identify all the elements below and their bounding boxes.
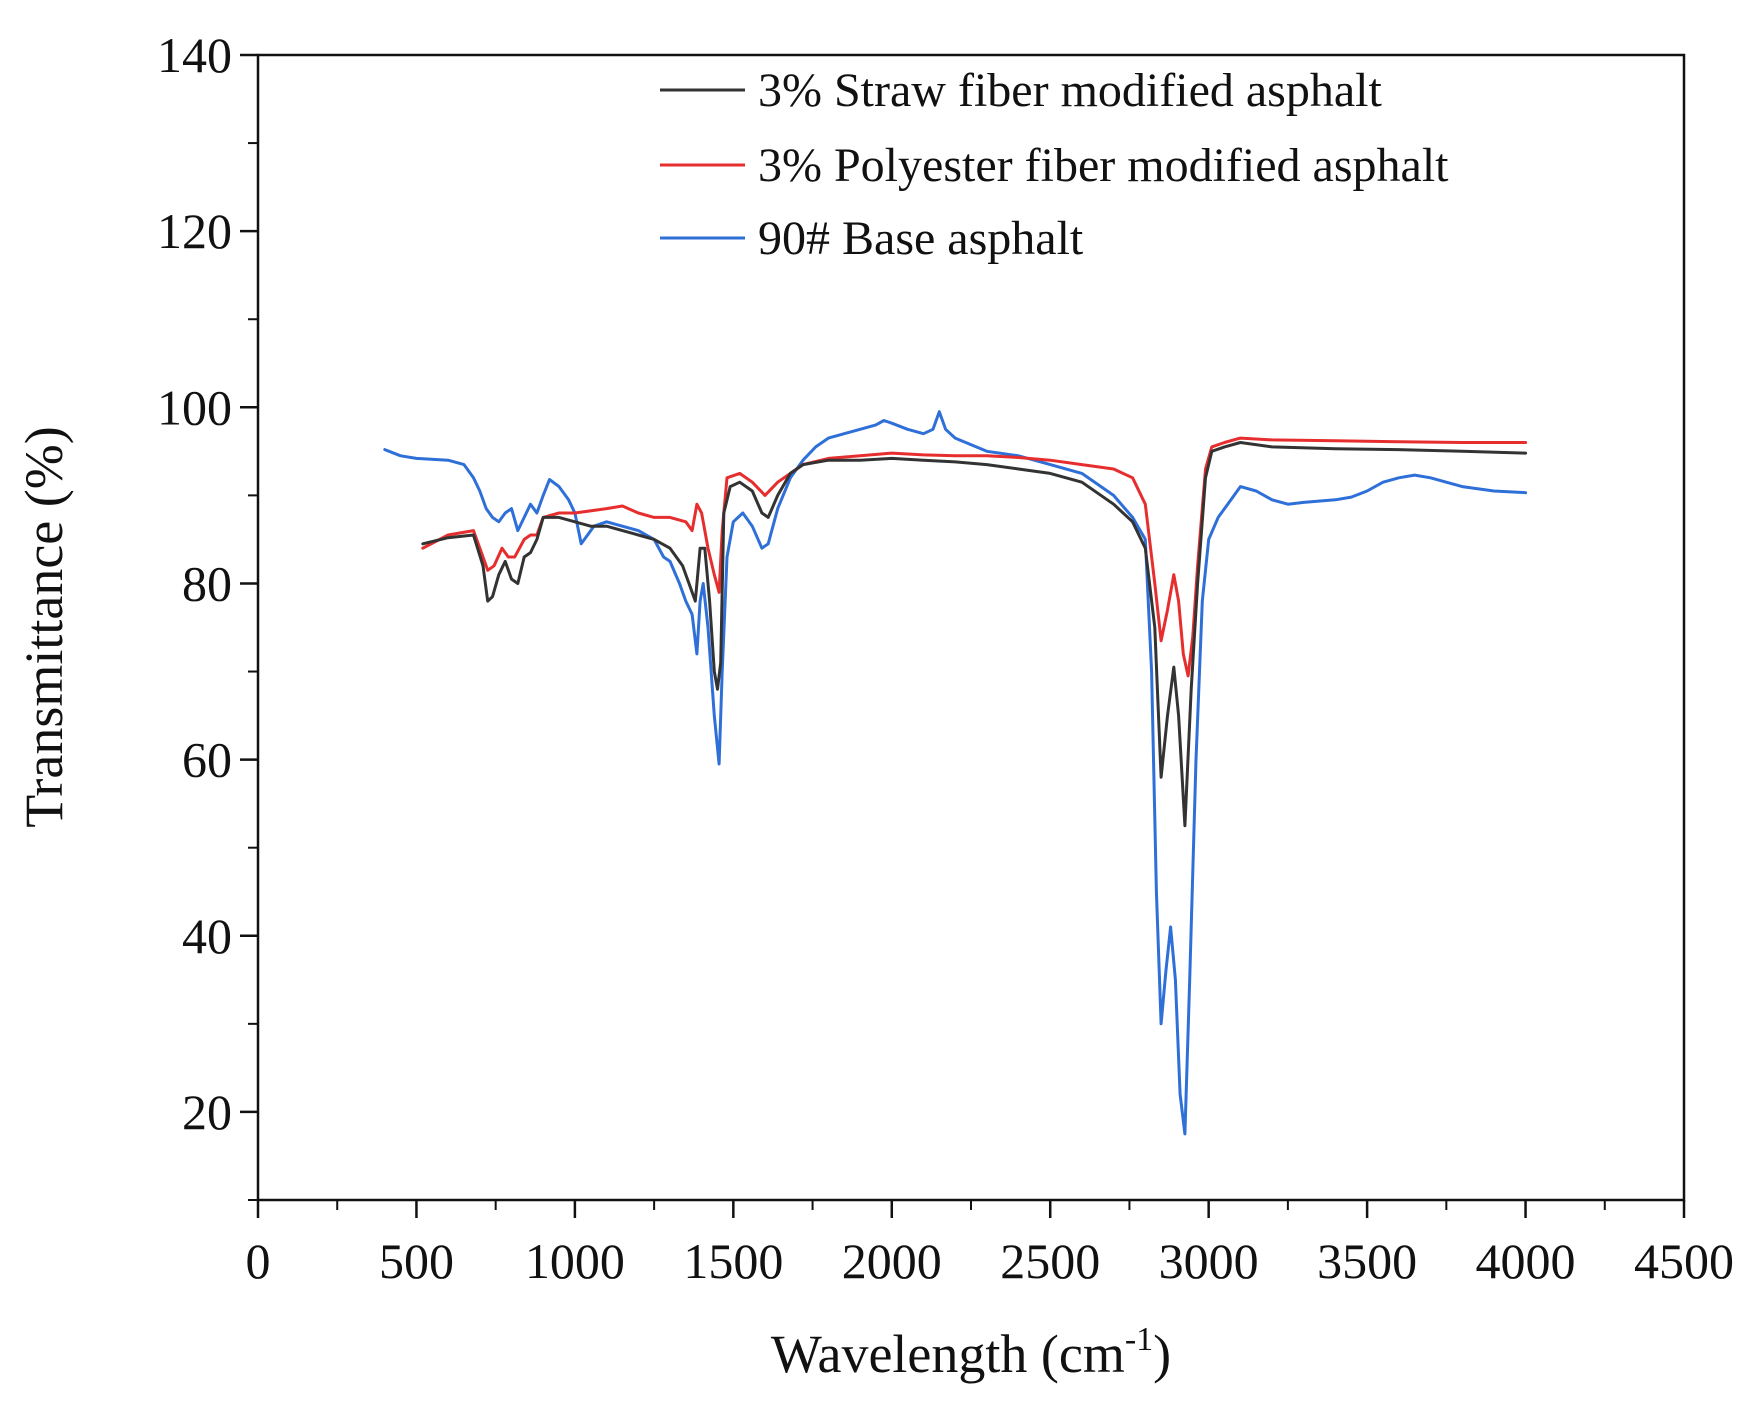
legend-label-straw: 3% Straw fiber modified asphalt [758, 64, 1383, 117]
x-tick-label-3500: 3500 [1317, 1233, 1417, 1289]
x-axis-title-superscript: -1 [1125, 1321, 1153, 1358]
y-tick-label-60: 60 [182, 732, 232, 788]
x-tick-label-500: 500 [379, 1233, 454, 1289]
legend-item-polyester: 3% Polyester fiber modified asphalt [660, 139, 1449, 192]
y-tick-label-120: 120 [157, 203, 232, 259]
x-axis-title-main: Wavelength (cm [771, 1324, 1125, 1384]
x-tick-label-2000: 2000 [842, 1233, 942, 1289]
y-axis-title: Transmittance (%) [14, 426, 74, 827]
x-tick-label-1000: 1000 [525, 1233, 625, 1289]
x-tick-label-3000: 3000 [1159, 1233, 1259, 1289]
x-axis-title-end: ) [1153, 1324, 1171, 1384]
axis-ticks [240, 53, 1686, 1218]
x-tick-label-1500: 1500 [683, 1233, 783, 1289]
legend-item-straw: 3% Straw fiber modified asphalt [660, 64, 1383, 117]
x-tick-label-0: 0 [246, 1233, 271, 1289]
legend-label-polyester: 3% Polyester fiber modified asphalt [758, 139, 1449, 192]
series-layer [383, 410, 1528, 1136]
y-tick-label-20: 20 [182, 1084, 232, 1140]
x-tick-label-4500: 4500 [1634, 1233, 1734, 1289]
x-tick-label-4000: 4000 [1476, 1233, 1576, 1289]
legend-label-base: 90# Base asphalt [758, 212, 1084, 265]
series-line-0 [421, 441, 1528, 828]
y-tick-label-80: 80 [182, 555, 232, 611]
axis-tick-labels: 0 500 1000 1500 2000 2500 3000 3500 4000 4500 20 40… [157, 27, 1734, 1289]
y-tick-label-140: 140 [157, 27, 232, 83]
y-tick-label-100: 100 [157, 379, 232, 435]
x-tick-label-2500: 2500 [1000, 1233, 1100, 1289]
legend-item-base: 90# Base asphalt [660, 212, 1084, 265]
x-axis-title: Wavelength (cm-1) [771, 1321, 1171, 1384]
series-line-1 [421, 436, 1528, 678]
series-line-2 [383, 410, 1528, 1136]
y-tick-label-40: 40 [182, 908, 232, 964]
legend: 3% Straw fiber modified asphalt 3% Polye… [660, 64, 1449, 265]
